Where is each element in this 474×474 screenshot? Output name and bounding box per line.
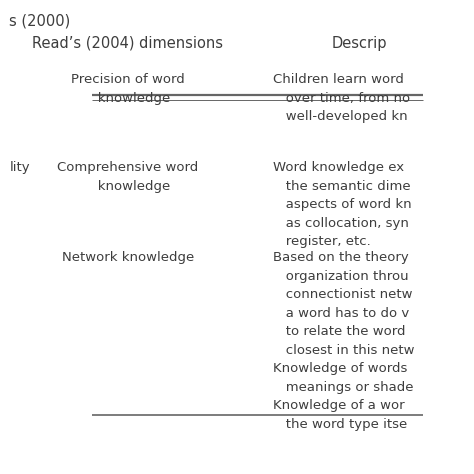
Text: Word knowledge ex
   the semantic dime
   aspects of word kn
   as collocation, : Word knowledge ex the semantic dime aspe… — [273, 161, 411, 248]
Text: Descrip: Descrip — [332, 36, 387, 51]
Text: lity: lity — [9, 161, 30, 174]
Text: Children learn word
   over time, from no
   well-developed kn: Children learn word over time, from no w… — [273, 73, 410, 123]
Text: Precision of word
   knowledge: Precision of word knowledge — [71, 73, 185, 106]
Text: Read’s (2004) dimensions: Read’s (2004) dimensions — [33, 36, 223, 51]
Text: s (2000): s (2000) — [9, 13, 71, 28]
Text: Based on the theory
   organization throu
   connectionist netw
   a word has to: Based on the theory organization throu c… — [273, 251, 414, 431]
Text: Network knowledge: Network knowledge — [62, 251, 194, 264]
Text: Comprehensive word
   knowledge: Comprehensive word knowledge — [57, 161, 199, 193]
